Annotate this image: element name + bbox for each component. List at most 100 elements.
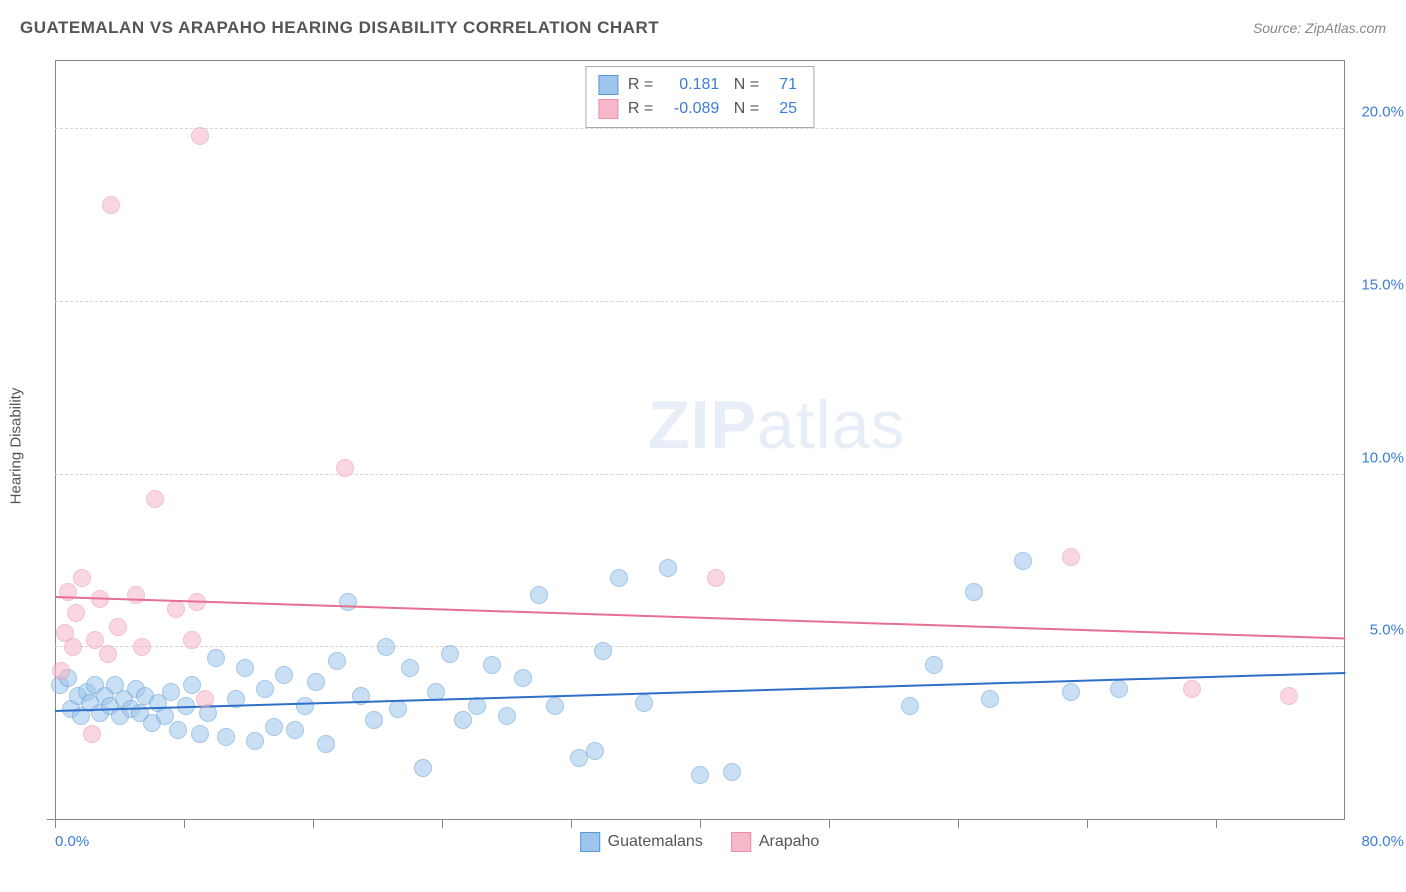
y-tick-label: 10.0% bbox=[1349, 449, 1404, 466]
data-point bbox=[1014, 552, 1032, 570]
data-point bbox=[167, 600, 185, 618]
data-point bbox=[275, 666, 293, 684]
legend-swatch bbox=[580, 832, 600, 852]
x-tick bbox=[313, 820, 314, 828]
source-label: Source: ZipAtlas.com bbox=[1253, 20, 1386, 36]
data-point bbox=[109, 618, 127, 636]
x-tick-label: 0.0% bbox=[55, 833, 89, 850]
data-point bbox=[514, 669, 532, 687]
data-point bbox=[183, 631, 201, 649]
data-point bbox=[401, 659, 419, 677]
data-point bbox=[265, 718, 283, 736]
legend: Guatemalans Arapaho bbox=[580, 832, 820, 852]
data-point bbox=[336, 459, 354, 477]
y-axis-label: Hearing Disability bbox=[8, 388, 25, 505]
data-point bbox=[414, 759, 432, 777]
plot-area: ZIPatlas R =0.181 N =71R =-0.089 N =25 G… bbox=[55, 60, 1345, 820]
x-tick bbox=[571, 820, 572, 828]
data-point bbox=[498, 707, 516, 725]
x-tick bbox=[829, 820, 830, 828]
data-point bbox=[317, 735, 335, 753]
data-point bbox=[901, 697, 919, 715]
data-point bbox=[246, 732, 264, 750]
data-point bbox=[162, 683, 180, 701]
data-point bbox=[377, 638, 395, 656]
data-point bbox=[707, 569, 725, 587]
data-point bbox=[328, 652, 346, 670]
data-point bbox=[83, 725, 101, 743]
gridline bbox=[55, 474, 1344, 475]
x-tick-label: 80.0% bbox=[1349, 833, 1404, 850]
y-tick-label: 20.0% bbox=[1349, 104, 1404, 121]
data-point bbox=[236, 659, 254, 677]
legend-label: Arapaho bbox=[759, 833, 820, 851]
x-tick bbox=[1216, 820, 1217, 828]
n-value: 25 bbox=[769, 97, 797, 121]
data-point bbox=[594, 642, 612, 660]
x-tick bbox=[442, 820, 443, 828]
gridline bbox=[55, 301, 1344, 302]
data-point bbox=[635, 694, 653, 712]
data-point bbox=[1280, 687, 1298, 705]
data-point bbox=[659, 559, 677, 577]
legend-swatch bbox=[731, 832, 751, 852]
data-point bbox=[389, 700, 407, 718]
legend-label: Guatemalans bbox=[608, 833, 703, 851]
r-label: R = bbox=[628, 97, 653, 121]
stats-box: R =0.181 N =71R = -0.089 N = 25 bbox=[585, 66, 814, 128]
data-point bbox=[454, 711, 472, 729]
y-tick-label: 5.0% bbox=[1349, 622, 1404, 639]
series-swatch bbox=[598, 99, 618, 119]
data-point bbox=[1183, 680, 1201, 698]
data-point bbox=[73, 569, 91, 587]
x-tick bbox=[700, 820, 701, 828]
x-tick bbox=[184, 820, 185, 828]
data-point bbox=[99, 645, 117, 663]
data-point bbox=[546, 697, 564, 715]
data-point bbox=[691, 766, 709, 784]
data-point bbox=[169, 721, 187, 739]
data-point bbox=[1062, 548, 1080, 566]
y-tick-label: 15.0% bbox=[1349, 276, 1404, 293]
gridline bbox=[55, 128, 1344, 129]
data-point bbox=[52, 662, 70, 680]
data-point bbox=[256, 680, 274, 698]
legend-item: Arapaho bbox=[731, 832, 820, 852]
data-point bbox=[339, 593, 357, 611]
x-tick bbox=[958, 820, 959, 828]
data-point bbox=[925, 656, 943, 674]
data-point bbox=[146, 490, 164, 508]
data-point bbox=[286, 721, 304, 739]
stats-row: R =0.181 N =71 bbox=[598, 73, 797, 97]
data-point bbox=[307, 673, 325, 691]
data-point bbox=[365, 711, 383, 729]
stats-row: R = -0.089 N = 25 bbox=[598, 97, 797, 121]
data-point bbox=[586, 742, 604, 760]
trend-line bbox=[55, 672, 1345, 712]
series-swatch bbox=[598, 75, 618, 95]
data-point bbox=[67, 604, 85, 622]
data-point bbox=[102, 196, 120, 214]
data-point bbox=[441, 645, 459, 663]
r-value: -0.089 bbox=[663, 97, 719, 121]
data-point bbox=[483, 656, 501, 674]
data-point bbox=[296, 697, 314, 715]
data-point bbox=[1062, 683, 1080, 701]
chart-title: GUATEMALAN VS ARAPAHO HEARING DISABILITY… bbox=[20, 18, 659, 38]
data-point bbox=[207, 649, 225, 667]
data-point bbox=[217, 728, 235, 746]
y-axis bbox=[55, 61, 56, 828]
data-point bbox=[530, 586, 548, 604]
data-point bbox=[965, 583, 983, 601]
n-label: N = bbox=[729, 97, 759, 121]
data-point bbox=[191, 725, 209, 743]
x-axis bbox=[47, 819, 1344, 820]
gridline bbox=[55, 646, 1344, 647]
data-point bbox=[191, 127, 209, 145]
x-tick bbox=[1087, 820, 1088, 828]
data-point bbox=[127, 586, 145, 604]
trend-line bbox=[55, 596, 1345, 639]
legend-item: Guatemalans bbox=[580, 832, 703, 852]
data-point bbox=[64, 638, 82, 656]
n-value: 71 bbox=[769, 73, 797, 97]
